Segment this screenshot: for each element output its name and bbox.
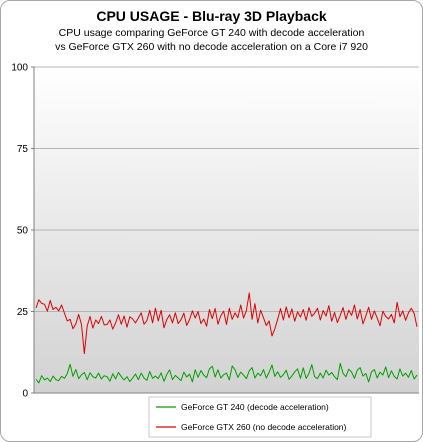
series-lines — [35, 292, 418, 384]
series-line-2 — [35, 292, 418, 355]
y-tick-label: 0 — [22, 389, 28, 400]
chart-subtitle-line-2: vs GeForce GTX 260 with no decode accele… — [55, 41, 368, 53]
legend-label-2: GeForce GTX 260 (no decode acceleration) — [181, 422, 347, 432]
y-tick-label: 25 — [17, 307, 29, 318]
y-tick-label: 100 — [11, 63, 28, 74]
legend-label-1: GeForce GT 240 (decode acceleration) — [181, 402, 329, 412]
legend-entries: GeForce GT 240 (decode acceleration) GeFo… — [156, 402, 347, 432]
chart-subtitle-line-1: CPU usage comparing GeForce GT 240 with … — [58, 27, 365, 39]
y-tick-label: 75 — [17, 144, 29, 155]
legend — [148, 396, 372, 438]
y-axis: 0 25 50 75 100 — [11, 63, 35, 400]
series-line-1 — [35, 362, 418, 384]
chart-title: CPU USAGE - Blu-ray 3D Playback — [96, 8, 327, 24]
y-tick-label: 50 — [17, 226, 29, 237]
grid-lines — [34, 66, 419, 394]
